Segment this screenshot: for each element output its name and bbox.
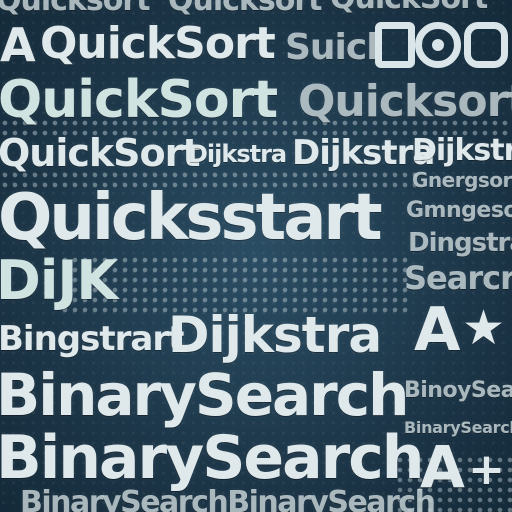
word-plus: + bbox=[468, 444, 505, 495]
word-dingstrart: Dingstrart bbox=[408, 228, 512, 258]
word-a-prefix: A bbox=[0, 18, 36, 72]
word-a-grade: A bbox=[414, 295, 460, 365]
dot-pattern-band bbox=[0, 170, 420, 188]
word-quicksstart-large: Quicksstart bbox=[0, 181, 383, 255]
dot-pattern-band bbox=[395, 455, 512, 512]
word-gnergsorn: Gnergsorn bbox=[412, 168, 512, 192]
word-dijkstra: Dijkstra bbox=[412, 133, 512, 168]
word-suicl: Suicl bbox=[285, 27, 379, 68]
word-a-grade: A bbox=[420, 433, 465, 501]
dot-pattern-band bbox=[0, 118, 512, 140]
word-quicksort: Quicksort bbox=[168, 0, 322, 18]
word-searcrh: Searcrh bbox=[404, 259, 512, 297]
word-gmngesor: Gmngesor bbox=[406, 198, 512, 223]
word-quicksort: Quicksort bbox=[0, 0, 150, 18]
word-binarysearch-large: BinarySearch bbox=[0, 423, 424, 493]
word-quicksort-large: QuickSort bbox=[0, 70, 278, 130]
rounded-bracket-icon bbox=[464, 22, 508, 68]
word-binarysearch-repeated: BinarySearchBinarySearch bbox=[20, 485, 436, 512]
word-binarysearch-large: BinarySearch bbox=[0, 361, 409, 429]
square-outline-icon bbox=[375, 22, 415, 68]
word-dijk-large: DiJK bbox=[0, 249, 118, 312]
star-icon: ★ bbox=[462, 300, 505, 356]
word-binoysearch: BinoySearch bbox=[404, 378, 512, 403]
word-dijkstra-large: Dijkstra bbox=[168, 306, 382, 364]
word-quicksort-large: QuickSort bbox=[40, 18, 276, 69]
word-dijkstra: Dijkstra bbox=[292, 133, 435, 173]
circle-target-icon bbox=[415, 22, 461, 68]
word-dijkstra-small: Dijkstra bbox=[188, 140, 287, 168]
word-bingstrart: Bingstrart bbox=[0, 319, 184, 359]
dot-pattern-band bbox=[60, 255, 410, 315]
word-binarysearch-small: BinarySearch bbox=[404, 418, 512, 437]
word-quicksort: Quicksort bbox=[298, 76, 512, 127]
word-quicksort: QuickSort bbox=[0, 131, 201, 175]
word-quicksort: QuickSort bbox=[330, 0, 488, 14]
